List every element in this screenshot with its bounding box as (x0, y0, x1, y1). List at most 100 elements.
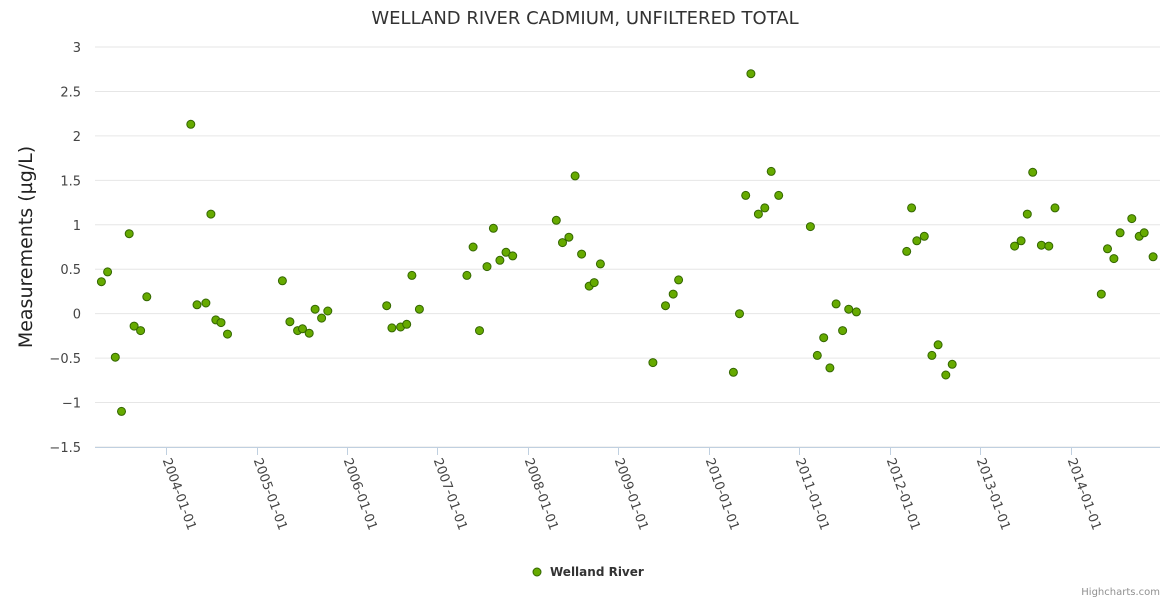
data-point[interactable] (674, 275, 684, 285)
data-point[interactable] (110, 352, 120, 362)
data-point[interactable] (912, 236, 922, 246)
y-tick-label: −1.5 (49, 441, 81, 456)
data-point[interactable] (186, 119, 196, 129)
data-point[interactable] (1010, 241, 1020, 251)
data-point[interactable] (136, 326, 146, 336)
data-point[interactable] (907, 203, 917, 213)
data-point[interactable] (927, 350, 937, 360)
chart-title: WELLAND RIVER CADMIUM, UNFILTERED TOTAL (371, 8, 798, 29)
data-point[interactable] (735, 309, 744, 319)
data-point[interactable] (551, 215, 561, 225)
data-point[interactable] (508, 251, 518, 261)
data-point[interactable] (819, 333, 829, 343)
x-tick-label: 2009-01-01 (611, 456, 651, 532)
data-point[interactable] (851, 307, 861, 317)
data-point[interactable] (753, 209, 763, 219)
data-point[interactable] (1139, 228, 1149, 238)
data-point[interactable] (589, 278, 599, 288)
data-point[interactable] (223, 329, 232, 339)
data-point[interactable] (1036, 240, 1046, 250)
data-point[interactable] (310, 304, 320, 314)
data-point[interactable] (760, 203, 770, 213)
legend-item-welland-river[interactable]: Welland River (550, 565, 644, 579)
data-point[interactable] (947, 359, 957, 369)
y-tick-label: 0.5 (60, 263, 81, 278)
data-point[interactable] (468, 242, 478, 252)
data-point[interactable] (103, 267, 113, 277)
data-point[interactable] (741, 190, 751, 200)
data-point[interactable] (402, 319, 412, 329)
data-point[interactable] (96, 277, 106, 287)
data-point[interactable] (382, 301, 392, 311)
y-tick-label: 1.5 (60, 174, 81, 189)
data-point[interactable] (129, 321, 139, 331)
data-point[interactable] (298, 324, 307, 334)
data-point[interactable] (317, 313, 327, 323)
x-tick-label: 2014-01-01 (1064, 456, 1104, 532)
data-point[interactable] (844, 304, 854, 314)
data-point[interactable] (407, 270, 417, 280)
x-tick-label: 2011-01-01 (792, 456, 832, 532)
data-point[interactable] (1115, 228, 1125, 238)
grid (95, 46, 1160, 448)
data-point[interactable] (1022, 209, 1032, 219)
data-point[interactable] (1050, 203, 1060, 213)
data-point[interactable] (462, 270, 472, 280)
data-point[interactable] (277, 276, 287, 286)
data-point[interactable] (488, 223, 498, 233)
data-point[interactable] (1148, 252, 1158, 262)
data-point[interactable] (838, 326, 848, 336)
data-point[interactable] (482, 262, 492, 272)
data-point[interactable] (902, 246, 912, 256)
data-point[interactable] (774, 190, 784, 200)
credit-link[interactable]: Highcharts.com (1081, 587, 1160, 598)
data-point[interactable] (805, 222, 815, 232)
data-point[interactable] (124, 229, 134, 239)
data-point[interactable] (668, 289, 678, 299)
data-point[interactable] (766, 166, 776, 176)
data-point[interactable] (1096, 289, 1106, 299)
x-tick-label: 2004-01-01 (159, 456, 199, 532)
legend[interactable]: Welland River (532, 565, 644, 579)
data-point[interactable] (142, 292, 152, 302)
x-tick-label: 2007-01-01 (430, 456, 470, 532)
data-point[interactable] (201, 298, 211, 308)
data-point[interactable] (1044, 241, 1054, 251)
data-point[interactable] (206, 209, 216, 219)
data-point[interactable] (285, 317, 295, 327)
x-axis: 2004-01-01 2005-01-01 2006-01-01 2007-01-01… (95, 447, 1160, 532)
data-point[interactable] (825, 363, 835, 373)
data-point[interactable] (577, 249, 587, 259)
data-point[interactable] (387, 323, 397, 333)
data-point[interactable] (495, 255, 505, 265)
data-point[interactable] (475, 326, 484, 336)
y-tick-label: 0 (73, 308, 81, 323)
data-point[interactable] (661, 301, 670, 311)
data-point[interactable] (941, 370, 951, 380)
data-point[interactable] (323, 306, 333, 316)
data-point[interactable] (564, 232, 574, 242)
series-welland-river (96, 69, 1158, 416)
data-point[interactable] (1016, 236, 1026, 246)
data-point[interactable] (304, 328, 314, 338)
data-point[interactable] (1109, 254, 1119, 264)
data-point[interactable] (919, 231, 929, 241)
data-point[interactable] (216, 318, 226, 328)
data-point[interactable] (728, 367, 738, 377)
data-point[interactable] (558, 238, 567, 248)
data-point[interactable] (117, 406, 126, 416)
data-point[interactable] (1028, 167, 1038, 177)
data-point[interactable] (595, 259, 605, 269)
data-point[interactable] (831, 299, 841, 309)
data-point[interactable] (812, 350, 822, 360)
x-tick-label: 2005-01-01 (250, 456, 290, 532)
data-point[interactable] (1127, 214, 1137, 224)
data-point[interactable] (648, 358, 658, 368)
data-point[interactable] (192, 300, 202, 310)
data-point[interactable] (414, 304, 424, 314)
data-point[interactable] (570, 171, 580, 181)
data-point[interactable] (1103, 244, 1112, 254)
data-point[interactable] (933, 340, 943, 350)
data-point[interactable] (746, 69, 756, 79)
